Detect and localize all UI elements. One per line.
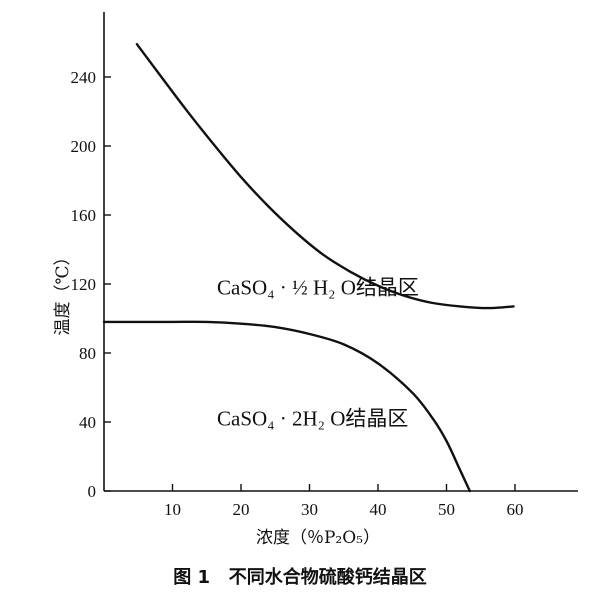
figure-caption: 图 1 不同水合物硫酸钙结晶区 — [173, 566, 427, 588]
x-tick-label: 20 — [233, 500, 250, 519]
y-tick-label: 120 — [71, 275, 97, 294]
y-axis-title: 温度（℃） — [53, 248, 73, 335]
x-tick-label: 40 — [370, 500, 387, 519]
y-tick-label: 240 — [71, 68, 97, 87]
y-tick-label: 0 — [88, 482, 97, 501]
curves — [102, 43, 515, 493]
y-tick-label: 200 — [71, 137, 97, 156]
x-tick-label: 10 — [164, 500, 181, 519]
hemihydrate-region-label: CaSO₄ · ½ H₂ O结晶区 — [217, 275, 419, 299]
x-tick-label: 60 — [507, 500, 524, 519]
lower-phase-boundary-curve — [102, 320, 471, 493]
y-tick-label: 40 — [79, 413, 96, 432]
y-tick-label: 80 — [79, 344, 96, 363]
x-tick-label: 50 — [438, 500, 455, 519]
x-axis-title: 浓度（％P₂O₅） — [256, 528, 380, 548]
ticks: 0 40 80 120 160 200 240 10 20 30 40 50 60 — [71, 68, 524, 519]
axes — [103, 12, 578, 492]
upper-phase-boundary-curve — [135, 43, 515, 310]
region-labels: CaSO₄ · ½ H₂ O结晶区 CaSO₄ · 2H₂ O结晶区 — [217, 275, 419, 430]
x-tick-label: 30 — [301, 500, 318, 519]
dihydrate-region-label: CaSO₄ · 2H₂ O结晶区 — [217, 406, 408, 430]
y-tick-label: 160 — [71, 206, 97, 225]
